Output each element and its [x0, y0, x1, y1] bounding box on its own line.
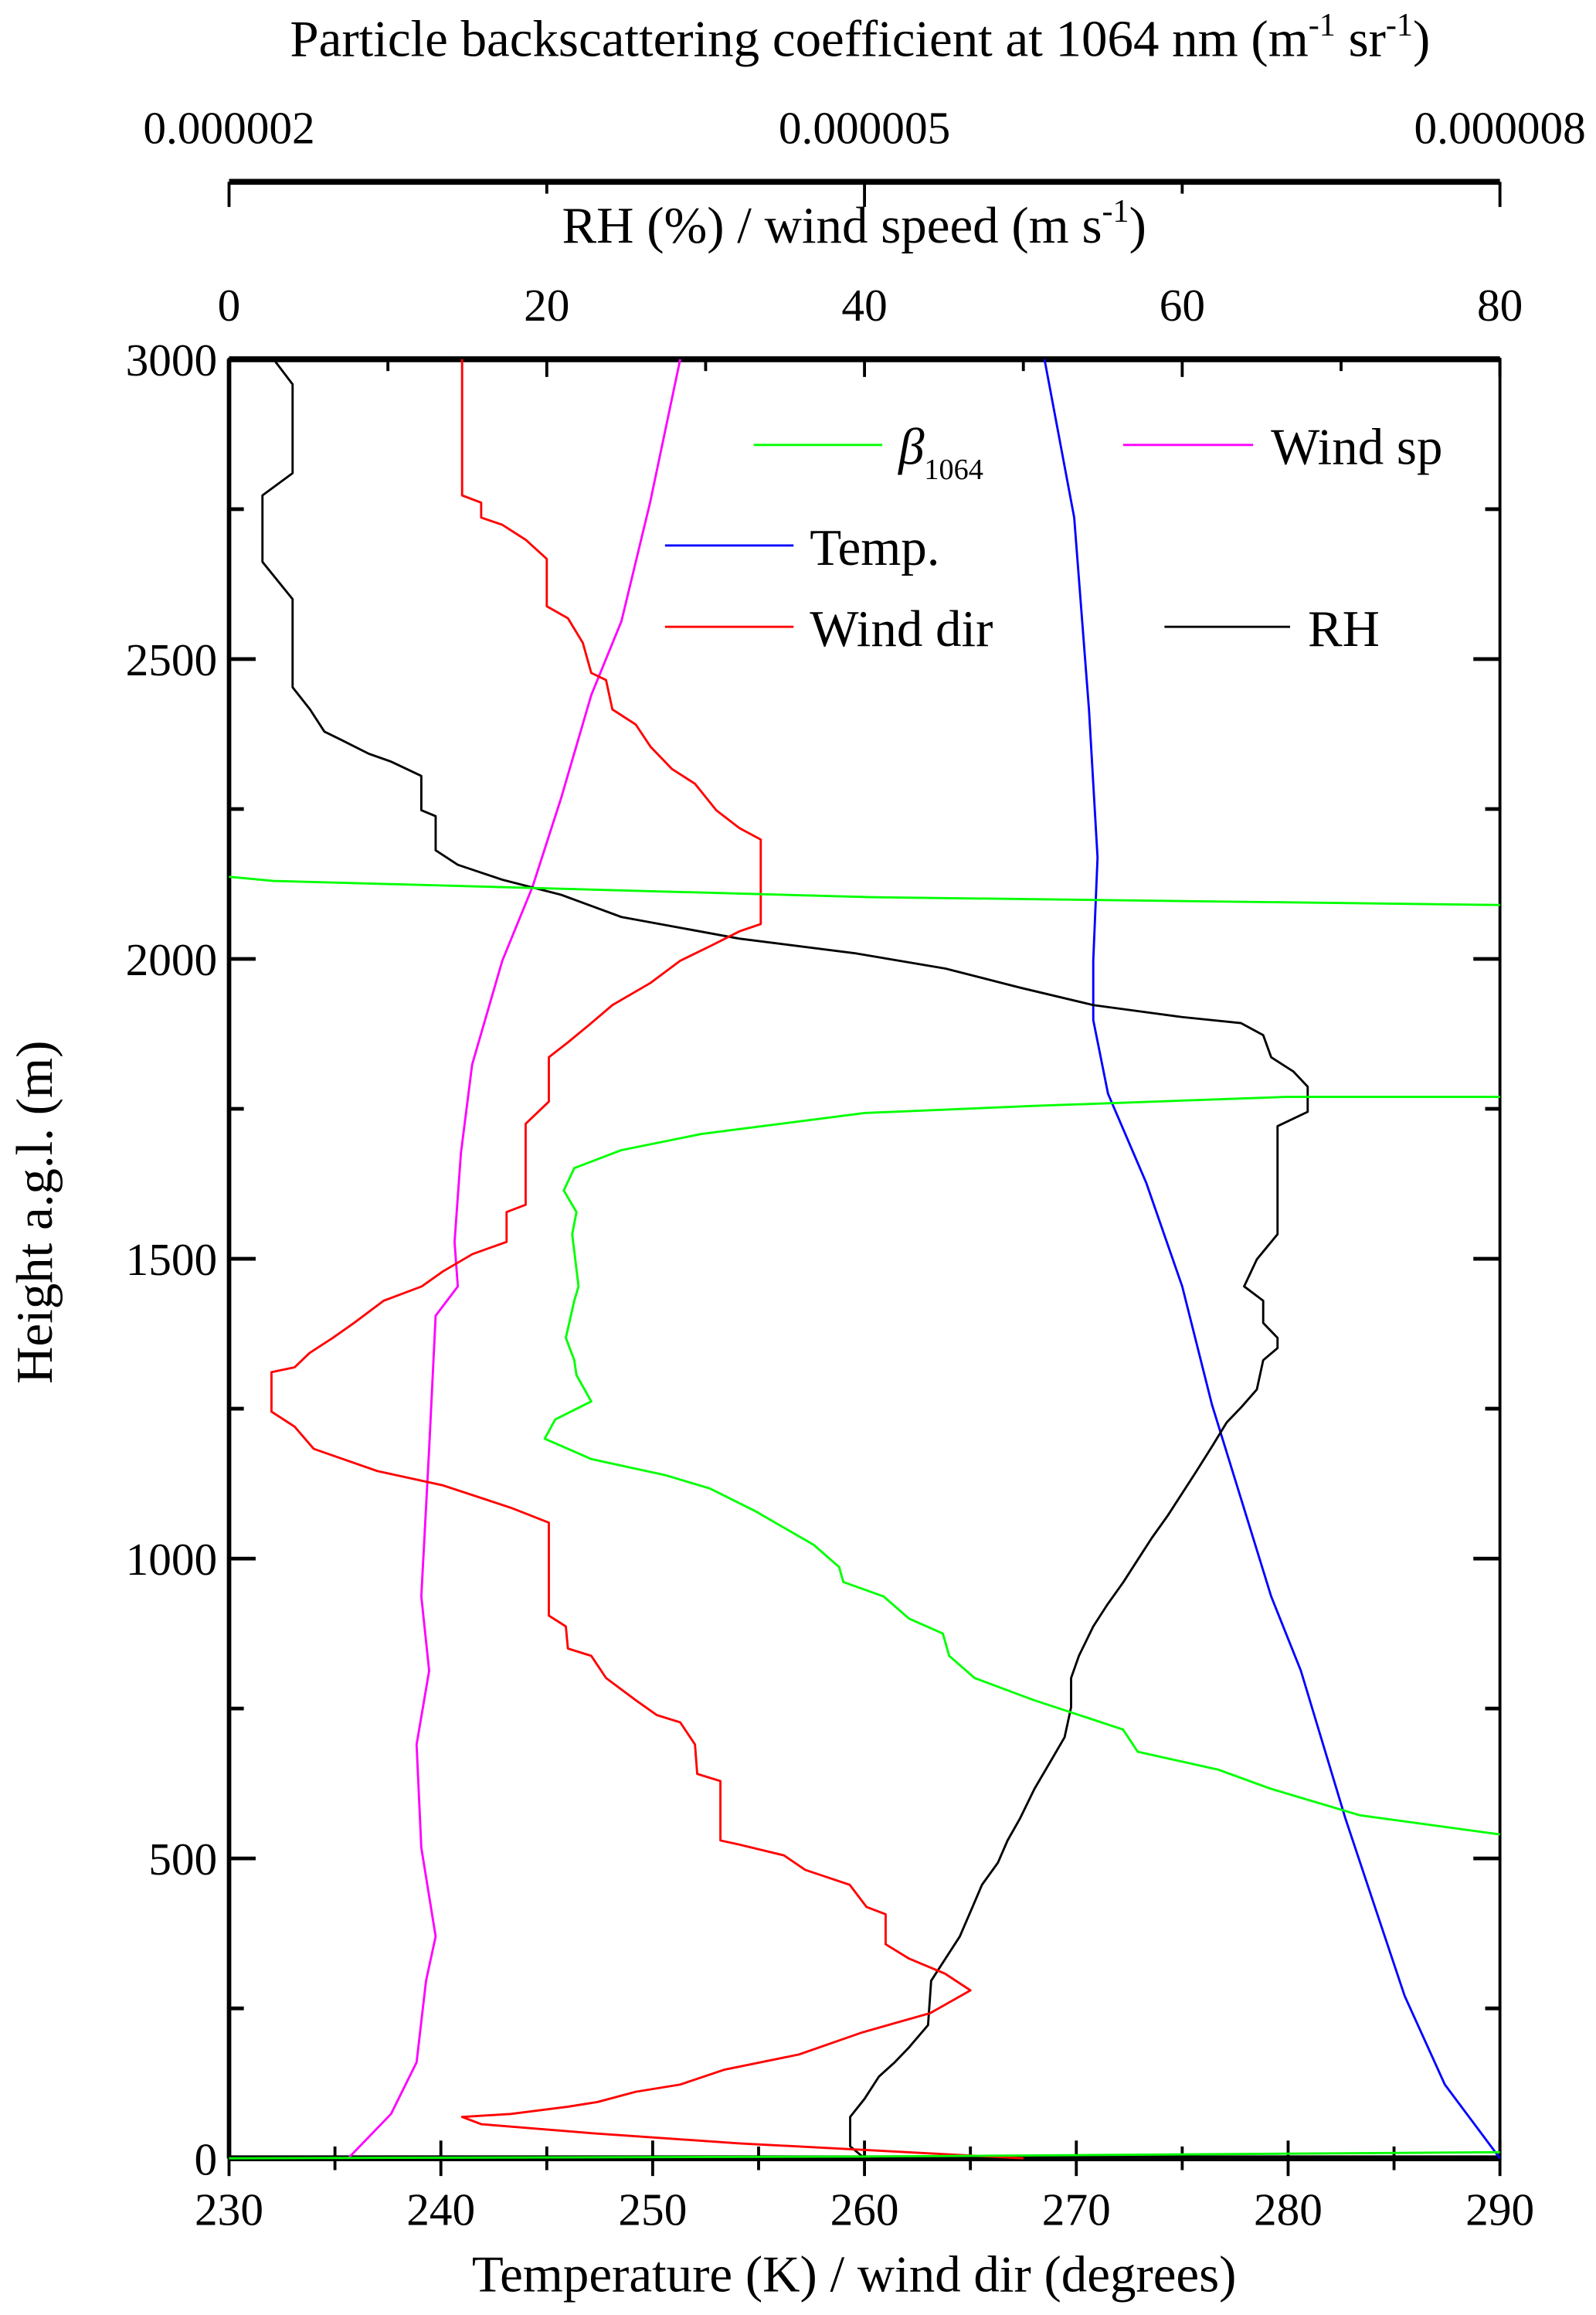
top-rh-tick-label: 40 [841, 280, 887, 331]
series-lines [229, 359, 1501, 2160]
bottom-tick-label: 260 [830, 2184, 899, 2235]
top-beta-tick-label: 0.000002 [143, 103, 314, 154]
axis-ticks [227, 182, 1502, 2177]
top-rh-axis-title: RH (%) / wind speed (m s-1) [562, 194, 1146, 254]
top-rh-tick-label: 20 [524, 280, 569, 331]
top-rh-tick-label: 0 [218, 280, 241, 331]
series-line-beta [229, 2150, 1500, 2160]
legend-label-rh: RH [1308, 600, 1380, 658]
left-tick-label: 3000 [126, 335, 218, 386]
left-tick-label: 0 [195, 2133, 218, 2184]
top-beta-tick-label: 0.000005 [779, 103, 950, 154]
bottom-tick-label: 230 [195, 2184, 263, 2235]
bottom-tick-label: 270 [1042, 2184, 1111, 2235]
plot-frame [226, 178, 1502, 2162]
top-beta-tick-label: 0.000008 [1414, 103, 1585, 154]
legend-label-winddir: Wind dir [810, 600, 993, 658]
series-line-windsp [347, 359, 681, 2160]
left-tick-label: 1500 [126, 1234, 218, 1285]
tick-labels: 230 240 250 260 270 280 290 0 500 1000 1500 2000 250… [126, 103, 1586, 2235]
legend-label-beta: β1064 [897, 419, 983, 486]
series-line-beta [543, 1096, 1500, 1836]
top-beta-axis-title: Particle backscattering coefficient at 1… [290, 8, 1430, 68]
bottom-tick-label: 280 [1254, 2184, 1323, 2235]
bottom-tick-label: 290 [1465, 2184, 1534, 2235]
top-rh-tick-label: 80 [1477, 280, 1523, 331]
legend: β1064 Wind sp Temp. Wind dir RH [664, 419, 1442, 658]
bottom-axis-title: Temperature (K) / wind dir (degrees) [472, 2245, 1237, 2303]
left-tick-label: 2000 [126, 934, 218, 985]
left-tick-label: 500 [148, 1834, 217, 1885]
y-axis-title: Height a.g.l. (m) [6, 1041, 63, 1384]
series-line-rh [261, 359, 1309, 2160]
series-line-winddir [270, 359, 1024, 2160]
left-tick-label: 1000 [126, 1534, 218, 1585]
legend-label-temp: Temp. [810, 519, 939, 576]
series-line-temp [1043, 359, 1501, 2160]
bottom-tick-label: 250 [618, 2184, 687, 2235]
series-line-beta [229, 875, 1500, 906]
bottom-tick-label: 240 [406, 2184, 475, 2235]
left-tick-label: 2500 [126, 634, 218, 685]
top-rh-tick-label: 60 [1160, 280, 1205, 331]
legend-label-windsp: Wind sp [1271, 419, 1442, 476]
